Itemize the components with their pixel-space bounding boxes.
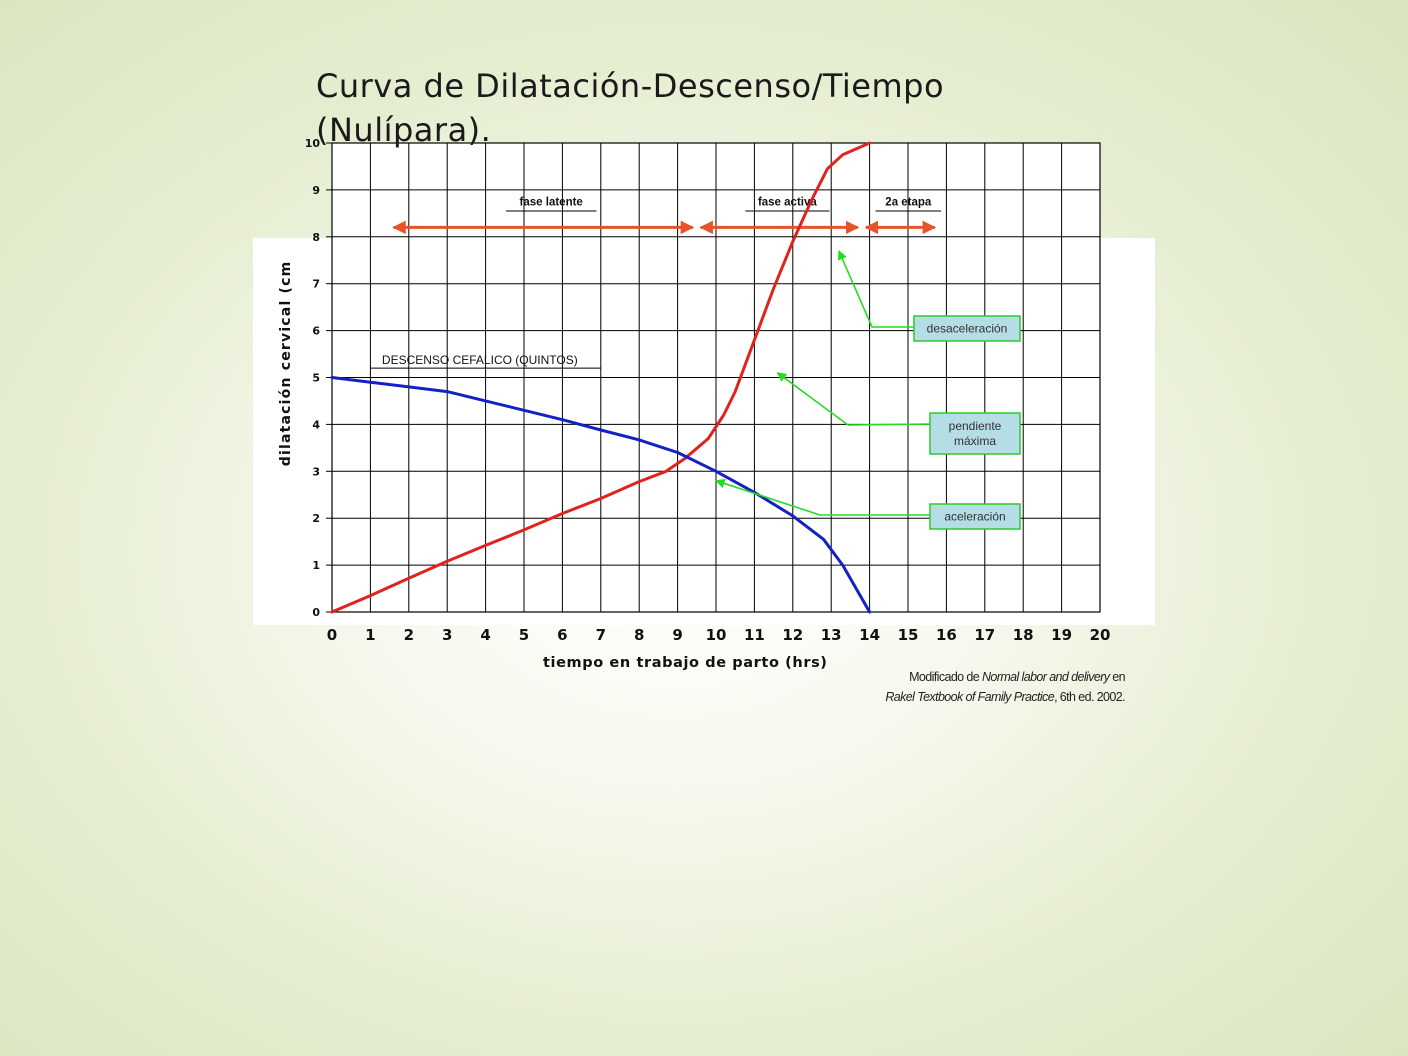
callout-box — [929, 412, 1021, 455]
x-tick-label: 10 — [706, 626, 727, 644]
callout-leader — [776, 372, 931, 426]
x-axis-label: tiempo en trabajo de parto (hrs) — [543, 655, 828, 671]
callout-label: aceleración — [944, 510, 1005, 524]
x-tick-label: 7 — [596, 626, 606, 644]
descent-label: DESCENSO CEFALICO (QUINTOS) — [382, 353, 578, 367]
callout-label-line: pendiente — [949, 419, 1002, 433]
x-tick-label: 8 — [634, 626, 644, 644]
y-tick-label: 0 — [312, 606, 320, 619]
x-tick-label: 0 — [327, 626, 337, 644]
x-tick-label: 3 — [442, 626, 452, 644]
x-tick-label: 9 — [672, 626, 682, 644]
callout-label: desaceleración — [927, 322, 1008, 336]
callout-box — [913, 315, 1021, 342]
x-tick-label: 17 — [974, 626, 995, 644]
callout-label-line: máxima — [954, 434, 996, 448]
dilation-curve — [330, 141, 872, 614]
credit-line-1: Modificado de Normal labor and delivery … — [885, 667, 1126, 687]
y-axis-label: dilatación cervical (cm — [278, 261, 294, 467]
x-tick-label: 12 — [782, 626, 803, 644]
x-tick-label: 16 — [936, 626, 957, 644]
x-tick-label: 14 — [859, 626, 880, 644]
credit-suffix-2: , 6th ed. 2002. — [1054, 690, 1126, 704]
y-tick-label: 1 — [312, 559, 320, 572]
callout-leader — [715, 478, 930, 516]
x-tick-label: 13 — [821, 626, 842, 644]
y-tick-label: 4 — [312, 418, 320, 431]
y-tick-label: 8 — [312, 231, 320, 244]
y-tick-label: 9 — [312, 184, 320, 197]
x-tick-label: 2 — [404, 626, 414, 644]
descent-curve — [330, 376, 872, 614]
x-tick-label: 18 — [1013, 626, 1034, 644]
credit-suffix-1: en — [1109, 670, 1125, 684]
credit-prefix: Modificado de — [909, 670, 982, 684]
phase-label: fase latente — [520, 197, 583, 209]
credit-line-2: Rakel Textbook of Family Practice, 6th e… — [885, 687, 1125, 707]
x-tick-label: 6 — [557, 626, 567, 644]
chart-series — [330, 141, 872, 614]
y-tick-labels: 0 1 2 3 4 5 6 7 8 9 10 — [305, 137, 321, 619]
y-tick-label: 10 — [305, 137, 321, 150]
x-tick-label: 4 — [480, 626, 490, 644]
x-tick-label: 11 — [744, 626, 765, 644]
callout-box — [929, 503, 1021, 530]
phase-label: fase activa — [758, 197, 817, 209]
descent-label-group: DESCENSO CEFALICO (QUINTOS) — [370, 353, 601, 369]
x-tick-label: 5 — [519, 626, 529, 644]
y-tick-label: 2 — [312, 512, 320, 525]
x-tick-label: 15 — [898, 626, 919, 644]
phase-label: 2a etapa — [885, 197, 932, 209]
y-tick-label: 3 — [312, 465, 320, 478]
credit-italic-2: Rakel Textbook of Family Practice — [885, 690, 1055, 704]
y-tick-label: 5 — [312, 372, 320, 385]
source-credit: Modificado de Normal labor and delivery … — [885, 667, 1125, 707]
callout-leader — [837, 249, 914, 328]
y-tick-label: 7 — [312, 278, 320, 291]
phase-markers: fase latente fase activa 2a etapa — [392, 197, 942, 235]
slide-title: Curva de Dilatación-Descenso/Tiempo (Nul… — [316, 67, 945, 149]
x-tick-label: 20 — [1090, 626, 1111, 644]
y-tick-label: 6 — [312, 325, 320, 338]
credit-italic-1: Normal labor and delivery — [981, 670, 1110, 684]
x-tick-label: 19 — [1051, 626, 1072, 644]
x-tick-label: 1 — [365, 626, 375, 644]
x-tick-labels: 0 1 2 3 4 5 6 7 8 9 10 11 12 13 14 15 16 17 18 19 20 — [327, 626, 1111, 644]
